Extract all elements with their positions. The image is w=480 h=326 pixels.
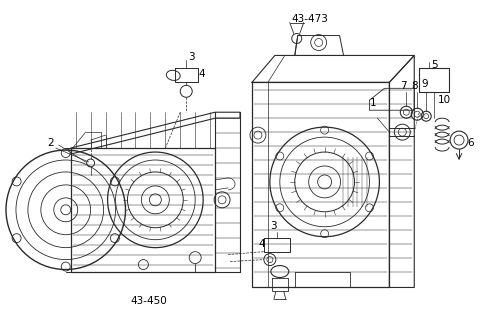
- Text: 10: 10: [438, 95, 451, 105]
- Text: 3: 3: [188, 52, 194, 63]
- Text: 4: 4: [199, 69, 205, 79]
- Text: 43-473: 43-473: [291, 14, 328, 23]
- Text: 4: 4: [259, 239, 265, 249]
- Text: 6: 6: [468, 138, 474, 148]
- Text: 43-450: 43-450: [130, 296, 167, 306]
- Text: 3: 3: [271, 221, 277, 231]
- Text: 7: 7: [400, 81, 407, 91]
- Text: 2: 2: [48, 138, 54, 148]
- Text: 8: 8: [411, 81, 418, 91]
- Text: 9: 9: [421, 79, 428, 89]
- Text: 1: 1: [370, 98, 377, 108]
- Text: 5: 5: [431, 60, 437, 70]
